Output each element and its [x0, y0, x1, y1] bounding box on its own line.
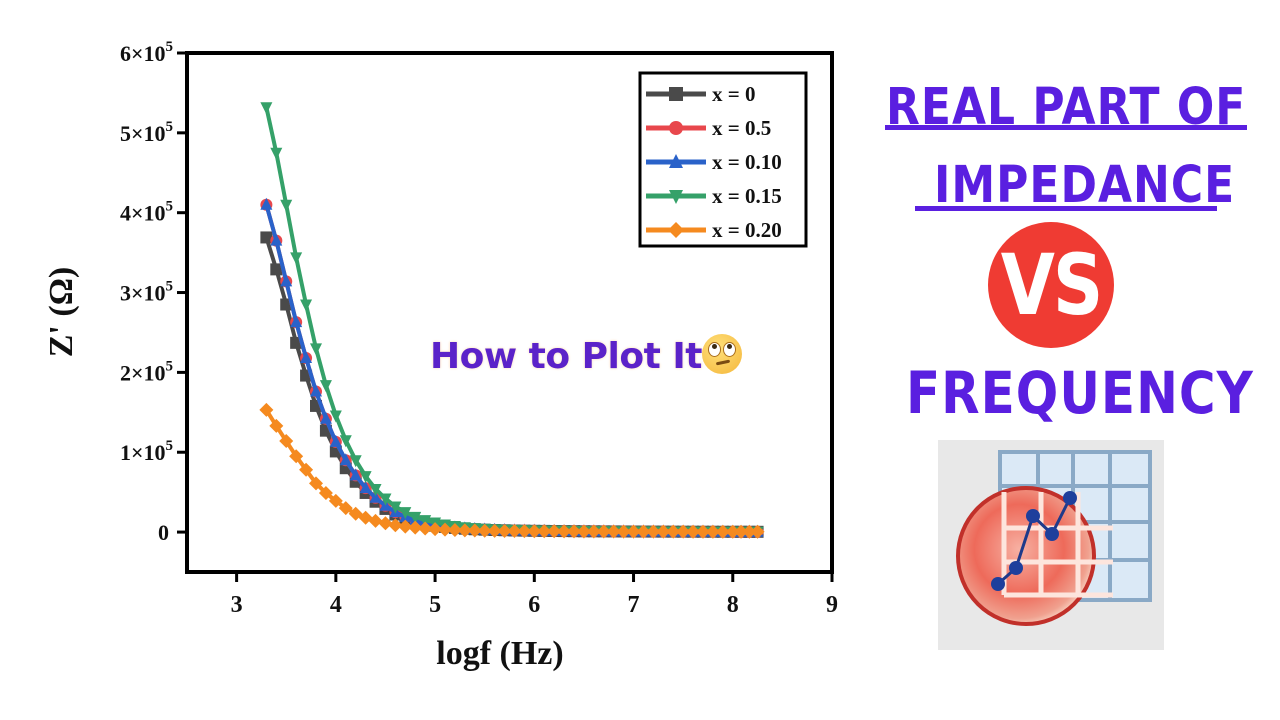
- legend-item: x = 0.15: [646, 184, 782, 208]
- y-tick-label: 4×105: [120, 199, 173, 226]
- legend: x = 0 x = 0.5 x = 0.10 x = 0.15 x = 0.20: [638, 71, 808, 248]
- x-tick-label: 8: [727, 592, 739, 618]
- vs-text: VS: [1000, 235, 1104, 335]
- x-tick-label: 7: [628, 592, 640, 618]
- headline-impedance: IMPEDANCE: [934, 156, 1236, 215]
- x-tick-label: 9: [826, 592, 838, 618]
- legend-label: x = 0.15: [712, 184, 782, 208]
- y-tick-label: 5×105: [120, 119, 173, 146]
- x-tick-label: 3: [231, 592, 243, 618]
- legend-label: x = 0.5: [712, 116, 771, 140]
- legend-label: x = 0.10: [712, 150, 782, 174]
- series-x-0: [260, 231, 764, 538]
- headline-underline-1: [885, 125, 1247, 130]
- y-tick-label: 1×105: [120, 438, 173, 465]
- legend-item: x = 0: [646, 82, 755, 106]
- how-to-plot-caption: How to Plot It: [430, 334, 742, 377]
- legend-label: x = 0.20: [712, 218, 782, 242]
- legend-item: x = 0.10: [646, 150, 782, 174]
- plot-area: [259, 102, 765, 539]
- vs-badge: VS: [988, 222, 1114, 348]
- caption-text: How to Plot It: [430, 336, 702, 377]
- y-tick-label: 3×105: [120, 279, 173, 306]
- x-axis-title: logf (Hz): [436, 635, 563, 672]
- y-tick-label: 6×105: [120, 39, 173, 66]
- y-tick-label: 0: [158, 520, 169, 545]
- x-tick-label: 6: [528, 592, 540, 618]
- axes: 3 4 5 6 7 8 9 0 1×105 2×105 3×105 4×105 5×105 6×105: [120, 39, 838, 618]
- y-tick-label: 2×105: [120, 358, 173, 385]
- x-tick-label: 4: [330, 592, 342, 618]
- legend-item: x = 0.20: [646, 218, 782, 242]
- x-tick-label: 5: [429, 592, 441, 618]
- headline-frequency: FREQUENCY: [906, 360, 1254, 427]
- plot-frame: [185, 51, 834, 574]
- y-axis-title: Z' (Ω): [43, 267, 80, 358]
- headline-underline-2: [915, 206, 1217, 211]
- series-x-0.20: [259, 402, 765, 539]
- origin-app-icon: [938, 440, 1164, 650]
- legend-item: x = 0.5: [646, 116, 771, 140]
- rolling-eyes-emoji-icon: [701, 334, 742, 374]
- legend-label: x = 0: [712, 82, 755, 106]
